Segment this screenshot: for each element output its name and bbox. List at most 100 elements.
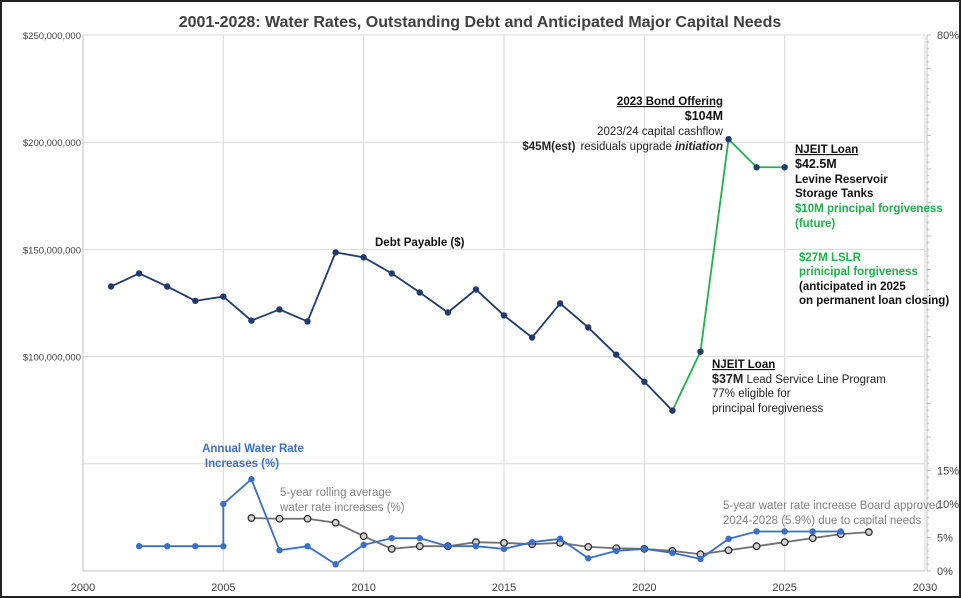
debt-payable-point bbox=[416, 289, 423, 296]
annual-rate-point bbox=[837, 528, 844, 535]
njeit1-line4: principal foregiveness bbox=[712, 403, 823, 415]
annual-rate-point bbox=[641, 545, 648, 553]
njeit2-green1: $10M principal forgiveness bbox=[795, 203, 943, 215]
njeit2-amount: $42.5M bbox=[795, 157, 837, 171]
debt-payable-point bbox=[164, 283, 171, 290]
bond-title: 2023 Bond Offering bbox=[617, 96, 723, 108]
annual-rate-point bbox=[304, 543, 311, 550]
x-tick-label: 2030 bbox=[913, 582, 937, 594]
annotations: Debt Payable ($) Annual Water Rate Incre… bbox=[202, 96, 949, 527]
annual-rate-point bbox=[809, 528, 816, 535]
lslr-2: prinicipal forgiveness bbox=[799, 266, 918, 278]
debt-payable-point bbox=[753, 164, 760, 171]
annual-rate-point bbox=[135, 543, 143, 550]
y-left-tick-label: $200,000,000 bbox=[23, 138, 81, 149]
rolling-average-point bbox=[808, 534, 817, 543]
x-tick-label: 2020 bbox=[632, 582, 656, 594]
njeit1-title: NJEIT Loan bbox=[712, 359, 775, 371]
rolling-average-point bbox=[500, 538, 508, 547]
annual-rate-point bbox=[725, 535, 732, 543]
rolling-average-point bbox=[724, 546, 733, 555]
annual-rate-point bbox=[697, 555, 704, 563]
debt-payable-line-future bbox=[727, 138, 785, 169]
debt-payable-point bbox=[697, 348, 704, 355]
rolling-average-point bbox=[780, 538, 789, 547]
y-right-tick-label: 80% bbox=[937, 30, 959, 42]
annual-rate-point bbox=[192, 543, 199, 550]
annual-rate-point bbox=[781, 528, 788, 535]
lslr-4: on permanent loan closing) bbox=[799, 295, 949, 307]
chart-title: 2001-2028: Water Rates, Outstanding Debt… bbox=[179, 14, 782, 31]
debt-payable-point bbox=[472, 286, 480, 293]
rolling-label-2: water rate increases (%) bbox=[279, 502, 405, 514]
axes: 2000 2005 2010 2015 2020 2025 2030 $100,000,000… bbox=[23, 30, 959, 594]
y-right-tick-label: 10% bbox=[937, 499, 959, 511]
y-left-tick-label: $100,000,000 bbox=[23, 353, 81, 364]
annual-rate-point bbox=[276, 547, 283, 554]
annual-rate-point bbox=[360, 541, 367, 549]
annual-rate-point bbox=[220, 500, 227, 508]
rolling-average-point bbox=[247, 514, 256, 522]
x-tick-label: 2000 bbox=[71, 582, 95, 594]
debt-payable-point bbox=[556, 300, 564, 307]
board-label: 5-year water rate increase Board approve… bbox=[723, 500, 942, 512]
debt-payable-point bbox=[220, 293, 227, 300]
lslr-3: (anticipated in 2025 bbox=[799, 281, 906, 293]
rolling-average-point bbox=[303, 514, 312, 523]
y-right-tick-label: 15% bbox=[937, 466, 959, 478]
njeit2-green2: (future) bbox=[795, 218, 835, 230]
rate-label: Annual Water Rate bbox=[202, 443, 304, 455]
annual-rate-point bbox=[753, 528, 760, 535]
debt-payable-point bbox=[248, 317, 255, 324]
annual-rate-point bbox=[416, 534, 423, 542]
debt-payable-point bbox=[585, 324, 592, 331]
rolling-average-point bbox=[415, 542, 424, 551]
debt-payable-point bbox=[192, 297, 199, 305]
debt-payable-point bbox=[781, 164, 788, 171]
series-lines bbox=[107, 135, 873, 568]
annual-rate-point bbox=[248, 476, 255, 483]
debt-payable-point bbox=[725, 135, 732, 143]
debt-payable-point bbox=[107, 283, 115, 290]
debt-payable-point bbox=[641, 378, 648, 385]
debt-payable-point bbox=[360, 254, 367, 261]
rolling-average-point bbox=[331, 518, 340, 527]
annual-rate-point bbox=[556, 535, 564, 543]
annual-rate-point bbox=[500, 545, 508, 553]
debt-payable-point bbox=[135, 270, 143, 277]
rolling-average-point bbox=[275, 514, 284, 523]
annual-rate-point bbox=[444, 543, 452, 550]
annual-rate-point bbox=[472, 543, 480, 550]
debt-payable-point bbox=[388, 270, 395, 277]
njeit2-line4: Storage Tanks bbox=[795, 188, 873, 200]
debt-payable-point bbox=[500, 312, 508, 319]
y-right-tick-label: 0% bbox=[937, 566, 953, 578]
bond-line3: 2023/24 capital cashflow bbox=[597, 126, 724, 138]
annual-rate-point bbox=[613, 547, 620, 555]
annual-rate-point bbox=[332, 561, 339, 568]
annual-rate-point bbox=[669, 549, 676, 557]
lslr-1: $27M LSLR bbox=[799, 252, 862, 264]
rolling-label: 5-year rolling average bbox=[280, 487, 391, 499]
annual-rate-point bbox=[528, 538, 536, 546]
njeit2-title: NJEIT Loan bbox=[795, 144, 858, 156]
rate-label-2: Increases (%) bbox=[205, 458, 279, 470]
bond-amount: $104M bbox=[685, 109, 723, 123]
annual-rate-point bbox=[388, 534, 395, 542]
njeit2-line3: Levine Reservoir bbox=[795, 174, 888, 186]
debt-payable-point bbox=[444, 309, 452, 316]
njeit1-line3: 77% eligible for bbox=[712, 388, 791, 400]
x-tick-label: 2015 bbox=[492, 582, 516, 594]
grid bbox=[82, 34, 926, 571]
annual-rate-point bbox=[164, 543, 171, 550]
njeit1-line2: $37M Lead Service Line Program bbox=[712, 372, 886, 386]
debt-payable-point bbox=[613, 351, 620, 358]
rolling-average-point bbox=[584, 542, 593, 551]
rolling-average-point bbox=[359, 532, 368, 541]
x-tick-label: 2025 bbox=[772, 582, 796, 594]
y-right-tick-label: 5% bbox=[937, 533, 953, 545]
bond-line4: $45M(est) residuals upgrade initiation bbox=[522, 141, 723, 153]
debt-payable-point bbox=[332, 249, 339, 256]
